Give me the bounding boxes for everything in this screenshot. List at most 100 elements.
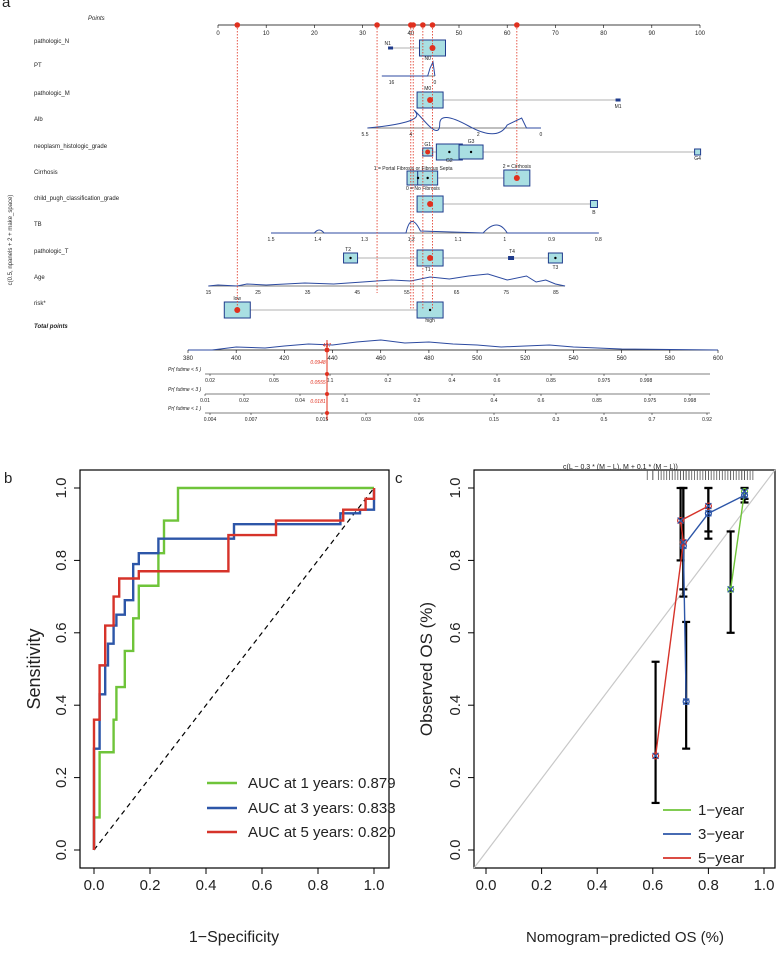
roc-y-tick-label: 0.4 (53, 695, 70, 716)
total-tick-label: 500 (472, 356, 483, 362)
total-tick-label: 600 (713, 356, 724, 362)
prob-tick-label: 0.998 (684, 398, 697, 404)
row-label-pathologic_M: pathologic_M (34, 91, 70, 97)
tt4-square (508, 256, 515, 260)
cal-x-axis-label: Nomogram−predicted OS (%) (526, 929, 724, 946)
tt2-label: T2 (345, 247, 351, 253)
risk-dot (428, 308, 432, 312)
total-tick-label: 440 (328, 356, 339, 362)
cirrhosis-label-0: 0 = No Fibrosis (406, 186, 440, 192)
prob-tick-label: 0.06 (414, 417, 424, 423)
row-label-TB: TB (34, 222, 42, 228)
childpugh-b-label: B (592, 210, 596, 216)
alb-tick-label: 0 (540, 132, 543, 138)
prob-tick-label: 0.004 (204, 417, 217, 423)
prob-tick-label: 0.3 (553, 417, 560, 423)
t-dot (554, 256, 557, 260)
roc-legend-entry: AUC at 3 years: 0.833 (248, 800, 396, 817)
prob-tick-label: 0.015 (316, 417, 329, 423)
points-tick-label: 70 (552, 31, 559, 37)
cal-legend-entry: 5−year (698, 850, 744, 867)
m1-label: M1 (615, 104, 622, 110)
points-tick-label: 30 (359, 31, 366, 37)
roc-x-tick-label: 1.0 (364, 877, 385, 894)
points-red-marker (420, 22, 426, 28)
cal-reference-line (473, 469, 776, 869)
cal-y-tick-label: 0.4 (447, 695, 464, 716)
cal-point-x (677, 517, 685, 525)
m0-label: M0 (424, 86, 431, 92)
roc-panel: 0.0 0.0 0.2 0.2 0.4 0.4 0.6 0.6 0.8 0.8 1.0 1.0 1−Sp… (24, 469, 396, 946)
points-red-marker (514, 22, 520, 28)
prob-tick-label: 0.1 (327, 378, 334, 384)
cal-x-tick-label: 0.0 (476, 877, 497, 894)
cal-point-circle (651, 752, 660, 760)
cal-y-tick-label: 0.2 (447, 767, 464, 788)
pt-density (381, 60, 436, 77)
cal-x-tick-label: 0.2 (531, 877, 552, 894)
row-label-child_pugh_classification_grade: child_pugh_classification_grade (34, 196, 120, 202)
roc-plot-frame (79, 469, 390, 869)
roc-x-tick-label: 0.4 (196, 877, 217, 894)
prob-tick-label: 0.975 (598, 378, 611, 384)
cirrhosis-dot (426, 176, 429, 180)
cal-point-circle (679, 538, 687, 546)
tb-density (271, 221, 599, 234)
cal-point-x (682, 698, 690, 706)
tt4-label: T4 (509, 249, 515, 255)
roc-x-tick-label: 0.6 (252, 877, 273, 894)
grade-g4-label: G4 (694, 156, 701, 162)
cal-x-tick-label: 0.6 (642, 877, 663, 894)
y-axis-label: c(0.5, npanels + 2 + make_space) (8, 195, 14, 286)
roc-diagonal (93, 487, 375, 851)
roc-y-tick-label: 0.8 (53, 550, 70, 571)
age-tick-label: 15 (206, 290, 212, 296)
points-tick-label: 80 (600, 31, 607, 37)
prob-tick-label: 0.01 (200, 398, 210, 404)
cal-point-circle (704, 509, 713, 517)
prob-tick-label: 0.92 (702, 417, 712, 423)
age-tick-label: 35 (305, 290, 311, 296)
childpugh-b-box (589, 200, 598, 208)
points-tick-label: 10 (263, 31, 270, 37)
row-label-Alb: Alb (34, 117, 43, 123)
childpugh-red-dot (427, 201, 434, 207)
prob-value-label: 0.0181 (310, 399, 326, 405)
roc-legend-entry: AUC at 5 years: 0.820 (248, 824, 396, 841)
prob-red-marker (325, 392, 329, 396)
points-red-marker (234, 22, 241, 28)
n0-label: N0 (424, 56, 431, 62)
prob-tick-label: 0.5 (601, 417, 608, 423)
row-label-Cirrhosis: Cirrhosis (34, 170, 58, 176)
cal-point-circle (676, 516, 685, 525)
cal-point-x (727, 585, 735, 593)
row-label-pathologic_N: pathologic_N (34, 39, 69, 45)
cal-point-x (741, 491, 748, 499)
cal-y-axis-label: Observed OS (%) (417, 602, 436, 736)
prob-tick-label: 0.7 (649, 417, 656, 423)
prob-tick-label: 0.1 (342, 398, 349, 404)
total-tick-label: 460 (376, 356, 387, 362)
points-tick-label: 100 (695, 31, 706, 37)
cal-point-x (652, 752, 660, 760)
age-tick-label: 55 (404, 290, 410, 296)
cirrhosis-red-dot (513, 175, 520, 181)
cal-y-tick-label: 0.0 (447, 840, 464, 861)
points-red-marker (429, 22, 436, 28)
panel-label-c: c (395, 470, 403, 487)
cal-series-line-2 (682, 494, 745, 702)
roc-series-line-3 (92, 488, 376, 850)
tb-tick-label: 1.3 (361, 237, 368, 243)
calibration-top-label: c(L − 0.3 * (M − L), M + 0.1 * (M − L)) (563, 464, 678, 471)
panel-label-a: a (2, 0, 11, 11)
alb-tick-label: 4 (409, 132, 412, 138)
tb-tick-label: 1.5 (268, 237, 275, 243)
roc-series-line-1 (92, 486, 374, 850)
cal-series-line-3 (654, 505, 709, 756)
alb-tick-label: 2 (477, 132, 480, 138)
total-points-density (188, 339, 719, 351)
roc-x-tick-label: 0.2 (140, 877, 161, 894)
cal-point-x (704, 502, 712, 510)
cal-x-tick-label: 0.8 (698, 877, 719, 894)
age-tick-label: 25 (255, 290, 261, 296)
